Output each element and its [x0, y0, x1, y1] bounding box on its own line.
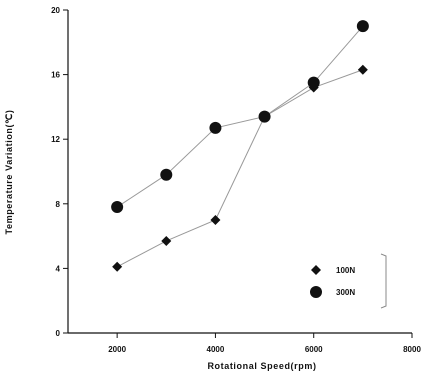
data-point: [307, 76, 320, 89]
x-tick-label: 2000: [108, 345, 126, 354]
x-tick-label: 8000: [403, 345, 421, 354]
y-tick-label: 4: [56, 264, 61, 273]
legend-label: 100N: [336, 266, 355, 275]
series-line: [116, 25, 364, 208]
data-point: [210, 214, 221, 225]
y-tick-label: 8: [56, 200, 61, 209]
data-point: [161, 235, 172, 246]
data-point: [209, 121, 222, 134]
data-point: [258, 110, 271, 123]
y-tick-label: 0: [56, 329, 61, 338]
data-point: [111, 201, 124, 214]
data-point: [112, 261, 123, 272]
y-axis-title: Temperature Variation(℃): [4, 110, 14, 235]
axes: [67, 10, 412, 334]
legend-marker: [310, 286, 322, 298]
series-100N: [112, 64, 368, 272]
y-tick-label: 20: [51, 6, 60, 15]
series-line: [116, 69, 364, 268]
data-point: [357, 64, 368, 75]
x-axis-title: Rotational Speed(rpm): [207, 361, 316, 371]
legend-marker: [311, 265, 321, 275]
legend: 100N 300N: [310, 253, 387, 309]
x-tick-label: 4000: [207, 345, 225, 354]
data-point: [160, 168, 173, 181]
y-tick-label: 12: [51, 135, 60, 144]
series-layer: [111, 20, 369, 272]
ticks: 2000 4000 6000 8000 0 4 8 12 16 20: [51, 6, 421, 354]
series-300N: [111, 20, 369, 214]
data-point: [356, 20, 369, 33]
legend-bracket: [380, 253, 387, 309]
y-tick-label: 16: [51, 71, 60, 80]
x-tick-label: 6000: [305, 345, 323, 354]
legend-label: 300N: [336, 288, 355, 297]
